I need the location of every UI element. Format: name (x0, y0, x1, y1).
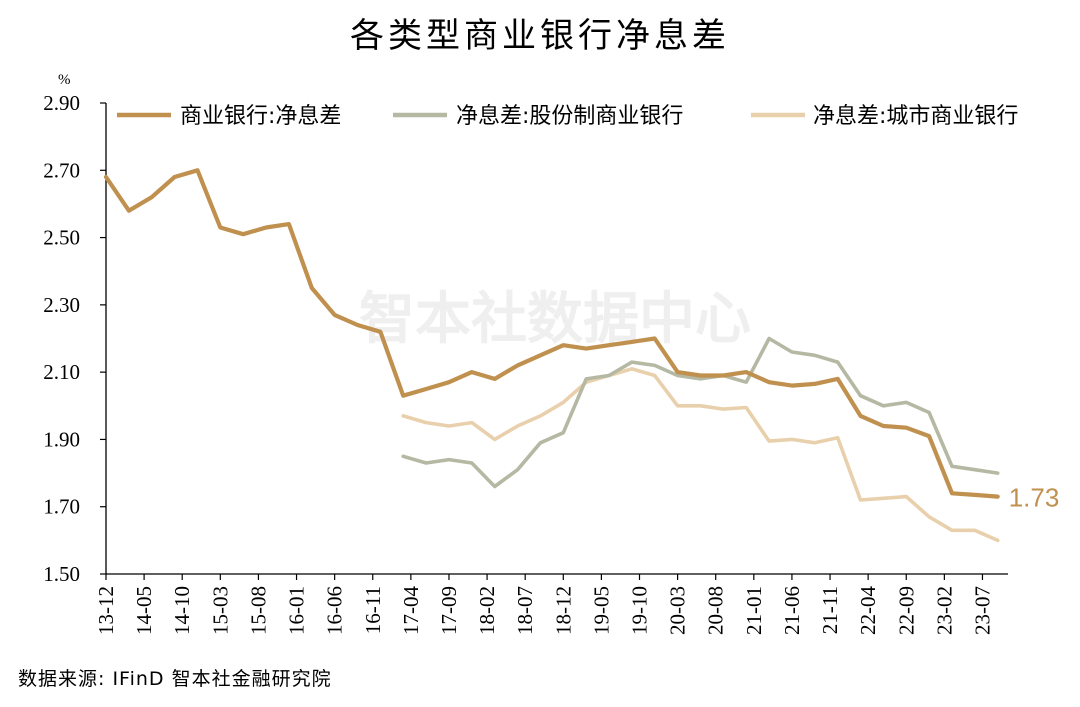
series-line-city (401, 367, 1000, 543)
x-tick-label: 20-03 (666, 586, 690, 635)
x-tick-label: 22-04 (856, 586, 880, 635)
series-line-joint-stock (401, 336, 1000, 489)
axes: % 1.50 1.70 1.90 2.10 2.30 2.50 2.70 2.90 13-12 14… (43, 72, 1008, 635)
legend-label-city: 净息差:城市商业银行 (813, 104, 1018, 129)
x-tick-label: 18-07 (513, 586, 537, 635)
x-tick-label: 14-10 (170, 586, 194, 635)
x-tick-label: 21-01 (742, 586, 766, 635)
x-tick-label: 14-05 (132, 586, 156, 635)
legend-label-commercial: 商业银行:净息差 (180, 104, 341, 129)
series-line-commercial (103, 168, 1000, 499)
x-tick-label: 21-11 (818, 586, 842, 634)
x-tick-label: 17-09 (437, 586, 461, 635)
x-tick-label: 17-04 (399, 586, 423, 635)
y-tick-label: 2.10 (43, 360, 80, 384)
x-tick-label: 18-12 (551, 586, 575, 635)
source-note: 数据来源: IFinD 智本社金融研究院 (18, 668, 332, 690)
x-tick-label: 13-12 (94, 586, 118, 635)
y-tick-label: 2.30 (43, 293, 80, 317)
x-tick-label: 23-07 (970, 586, 994, 635)
x-tick-label: 16-01 (285, 586, 309, 635)
x-tick-label: 16-11 (361, 586, 385, 634)
y-tick-label: 1.70 (43, 495, 80, 519)
end-value-label: 1.73 (1009, 483, 1060, 513)
y-tick-label: 1.50 (43, 562, 80, 586)
y-tick-label: 1.90 (43, 427, 80, 451)
x-tick-label: 21-06 (780, 586, 804, 635)
y-tick-label: 2.90 (43, 91, 80, 115)
x-tick-label: 15-03 (208, 586, 232, 635)
x-tick-label: 16-06 (323, 586, 347, 635)
annotations: 1.73 (1009, 483, 1060, 513)
x-tick-label: 18-02 (475, 586, 499, 635)
legend: 商业银行:净息差 净息差:股份制商业银行 净息差:城市商业银行 (117, 104, 1018, 129)
y-tick-label: 2.70 (43, 158, 80, 182)
x-tick-label: 19-10 (628, 586, 652, 635)
legend-label-joint-stock: 净息差:股份制商业银行 (456, 104, 683, 129)
chart-title: 各类型商业银行净息差 (350, 16, 730, 56)
watermark-text: 智本社数据中心 (359, 287, 751, 352)
x-tick-label: 20-08 (704, 586, 728, 635)
x-tick-label: 22-09 (894, 586, 918, 635)
y-tick-label: 2.50 (43, 226, 80, 250)
series-lines (103, 168, 1000, 543)
x-tick-label: 15-08 (246, 586, 270, 635)
x-tick-label: 19-05 (589, 586, 613, 635)
x-tick-label: 23-02 (932, 586, 956, 635)
y-axis-unit-label: % (58, 72, 71, 88)
